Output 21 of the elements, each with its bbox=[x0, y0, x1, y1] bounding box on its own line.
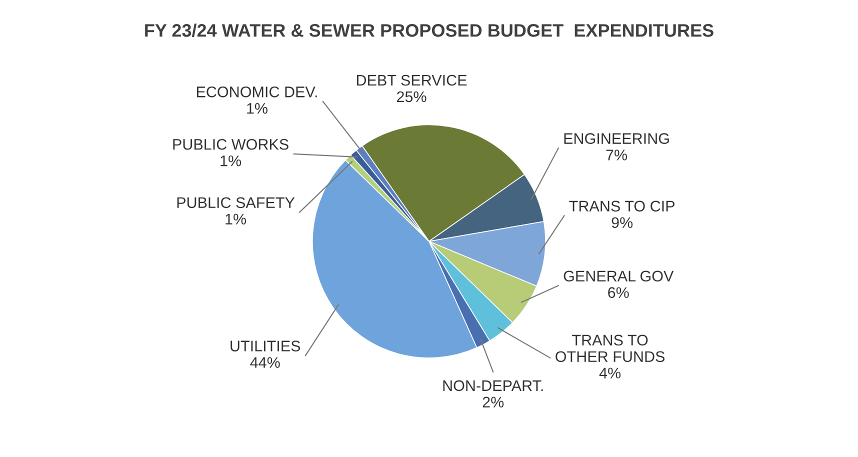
chart-title: FY 23/24 WATER & SEWER PROPOSED BUDGET EXPENDITURES bbox=[145, 24, 714, 38]
slice-label: ECONOMIC DEV. bbox=[196, 86, 317, 98]
data-label: 44% bbox=[250, 357, 280, 368]
slice-label: TRANS TO OTHER FUNDS bbox=[556, 334, 665, 362]
slice-label: NON-DEPART. bbox=[443, 380, 543, 392]
data-label: 4% bbox=[599, 368, 621, 378]
slice-label: PUBLIC WORKS bbox=[173, 138, 288, 150]
data-label: 1% bbox=[247, 103, 268, 114]
data-label: 2% bbox=[482, 396, 504, 408]
slice-label: GENERAL GOV bbox=[564, 270, 674, 282]
data-label: 1% bbox=[220, 156, 242, 166]
data-label: 1% bbox=[226, 214, 246, 224]
data-label: 6% bbox=[608, 287, 629, 298]
slice-label: UTILITIES bbox=[230, 340, 300, 352]
slice-label: DEBT SERVICE bbox=[357, 74, 467, 86]
slice-label: ENGINEERING bbox=[564, 133, 669, 144]
data-label: 7% bbox=[606, 150, 628, 160]
slice-label: TRANS TO CIP bbox=[569, 200, 674, 212]
data-label: 25% bbox=[396, 91, 426, 102]
slice-label: PUBLIC SAFETY bbox=[177, 197, 295, 208]
data-label: 9% bbox=[612, 217, 633, 228]
